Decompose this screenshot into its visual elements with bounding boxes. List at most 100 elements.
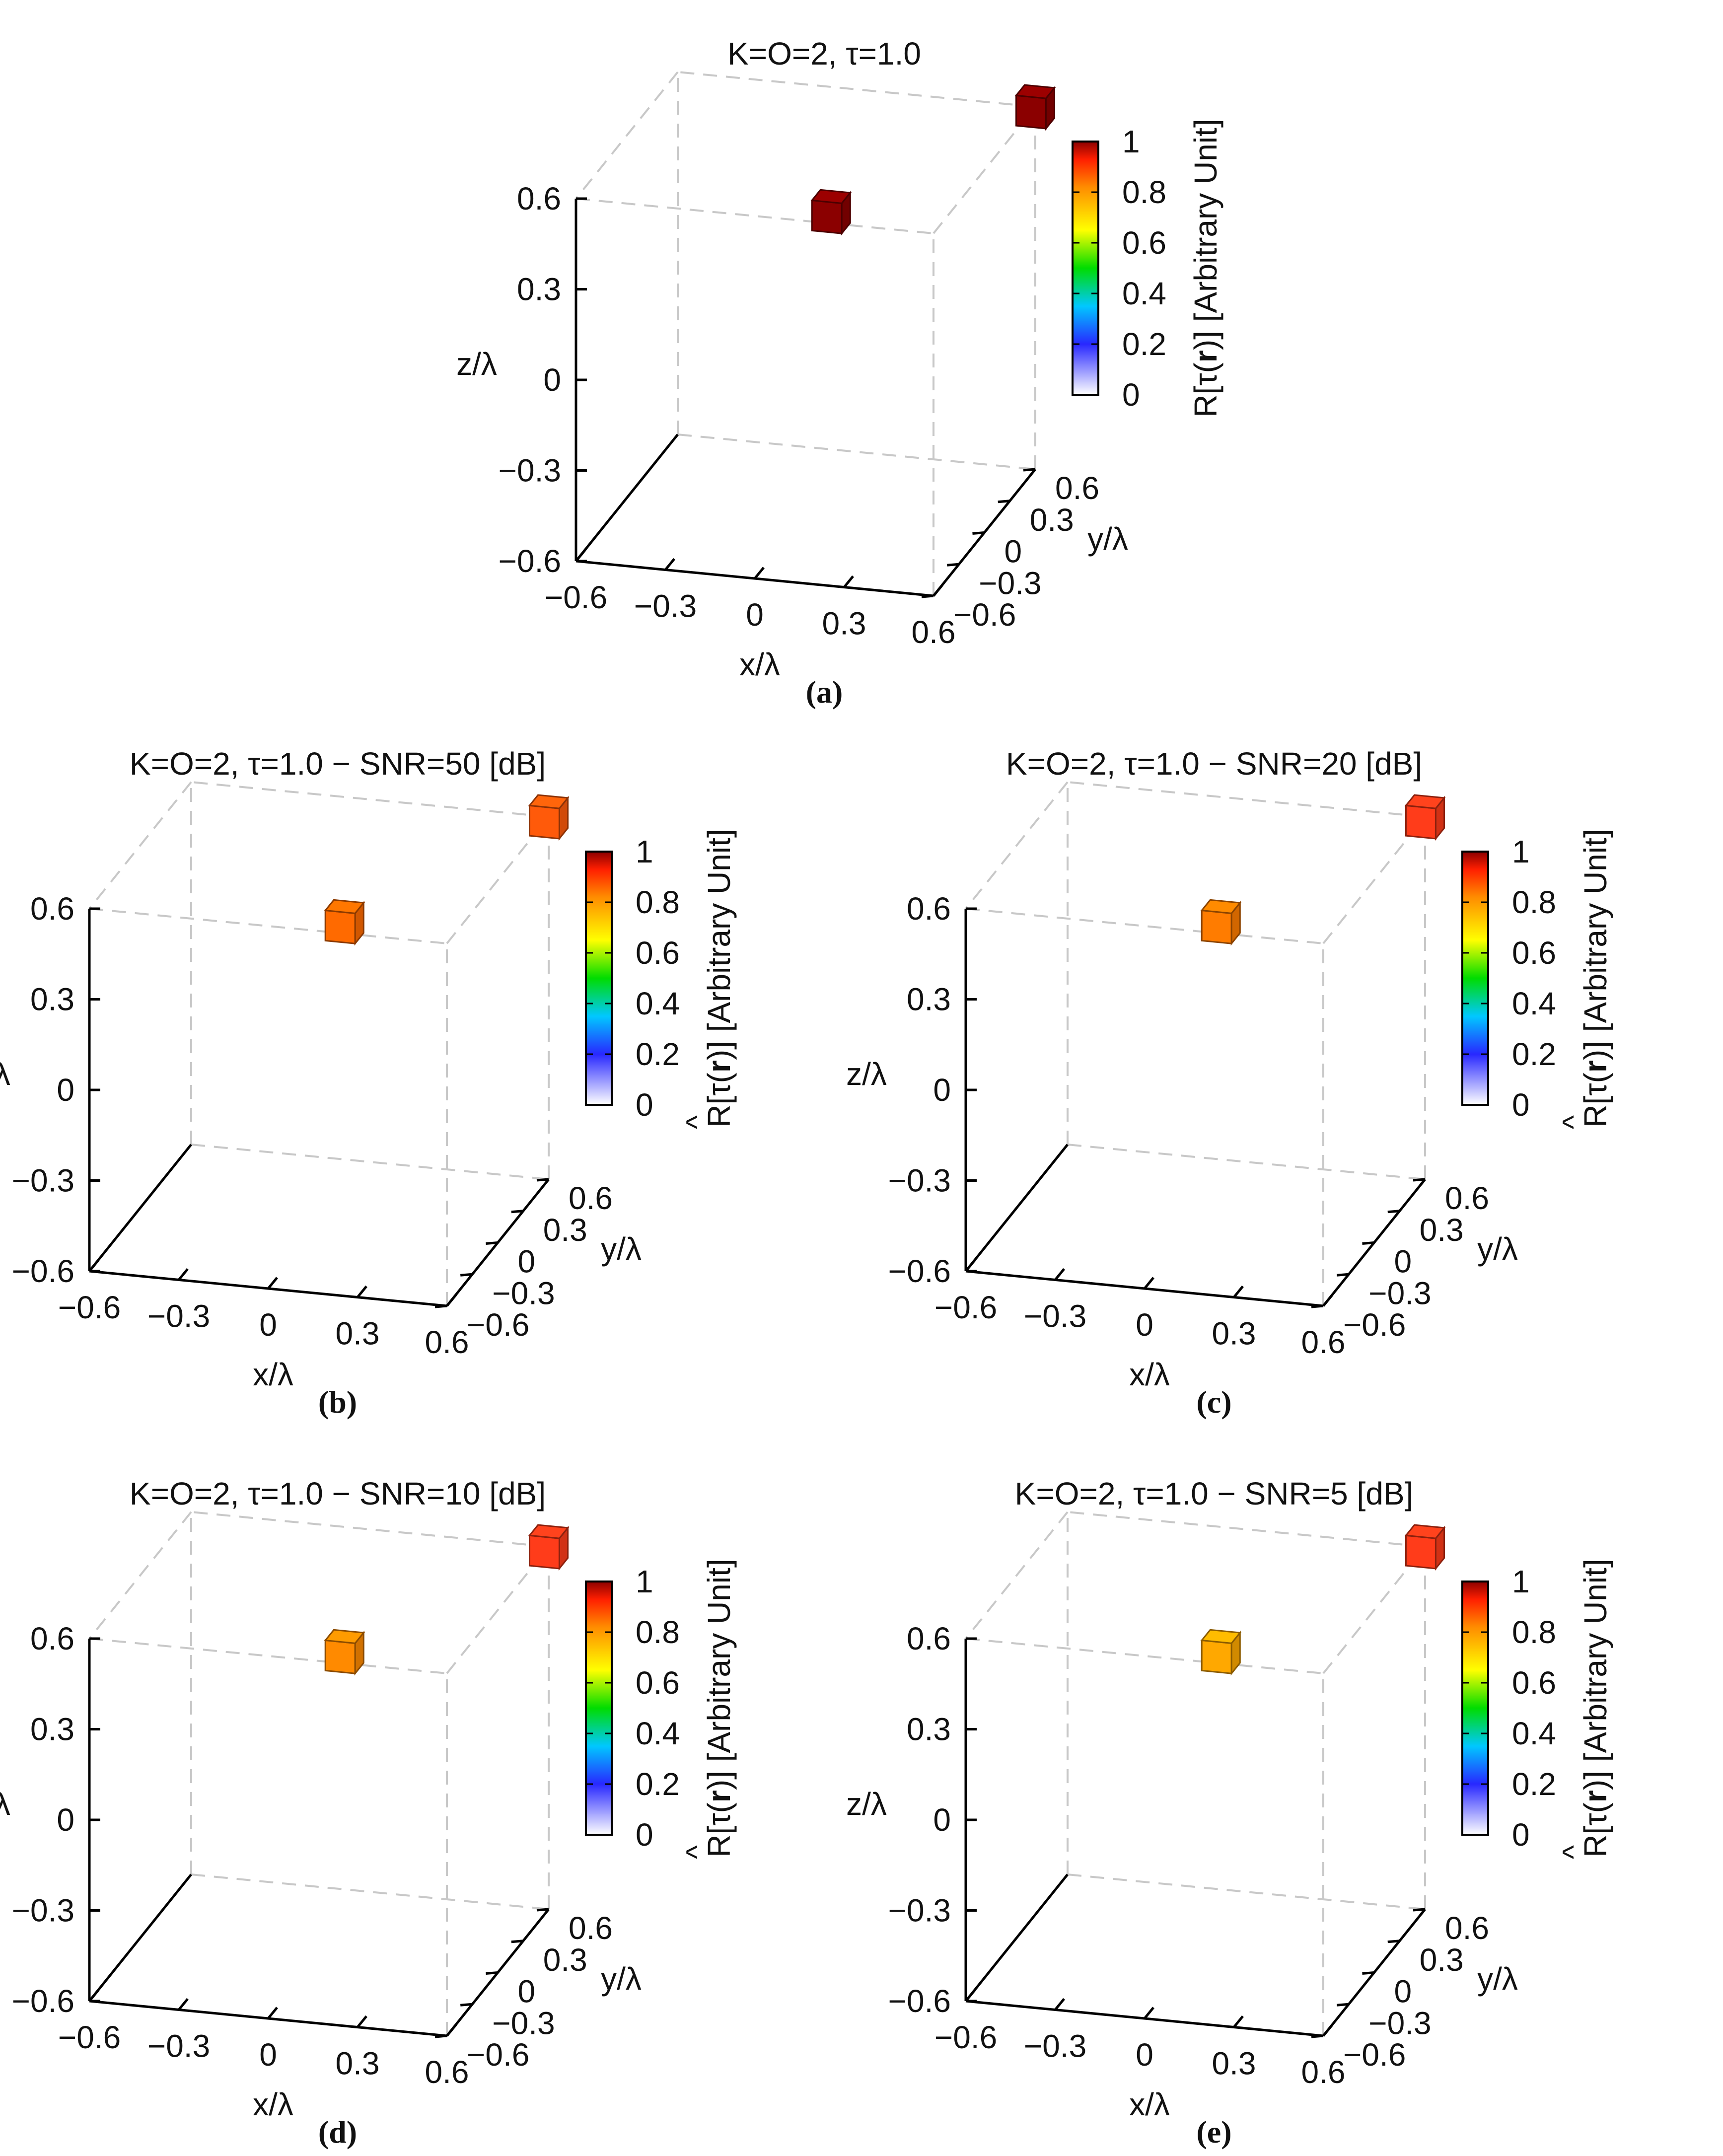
x-tick-label: −0.3	[634, 588, 697, 624]
colorbar-tick-label: 1	[636, 834, 653, 869]
base-edge	[965, 1873, 1069, 2002]
y-tick	[1362, 1241, 1374, 1245]
x-tick-label: −0.6	[58, 2019, 121, 2055]
x-tick-label: 0	[746, 597, 764, 633]
colorbar-tick-label: 0.8	[1512, 884, 1556, 920]
colorbar-tick-label: 0	[636, 1817, 653, 1853]
colorbar-tick-label: 0.4	[636, 986, 680, 1021]
base-edge	[88, 1873, 192, 2002]
x-tick	[1233, 2015, 1244, 2028]
chart-title: K=O=2, τ=1.0 − SNR=10 [dB]	[130, 1476, 546, 1511]
colorbar-hat: ^	[1557, 1115, 1590, 1129]
colorbar-label: R[τ(r)] [Arbitrary Unit]	[701, 829, 737, 1127]
y-tick	[511, 1210, 523, 1214]
z-tick-label: −0.6	[12, 1253, 74, 1289]
colorbar	[1461, 1581, 1489, 1836]
z-tick-label: −0.3	[12, 1893, 74, 1929]
grid-edge	[191, 1144, 549, 1180]
colorbar-label-prefix: R[τ(	[1578, 1802, 1613, 1858]
x-tick	[88, 1989, 99, 2002]
z-tick-label: 0.3	[30, 982, 74, 1017]
colorbar	[585, 851, 613, 1106]
colorbar-tick-label: 0.6	[1512, 935, 1556, 971]
chart-title: K=O=2, τ=1.0 − SNR=50 [dB]	[130, 746, 546, 782]
x-tick	[357, 2015, 367, 2028]
x-tick-label: 0	[1136, 2037, 1153, 2073]
chart-panel-b: K=O=2, τ=1.0 − SNR=50 [dB] −0.6 −0.3 0 0.3 0.…	[0, 746, 737, 1420]
y-tick	[947, 563, 959, 567]
z-tick-label: 0	[933, 1802, 951, 1838]
y-tick-label: 0	[1394, 1974, 1412, 2010]
colorbar-label-bold: r	[1578, 1790, 1613, 1802]
colorbar-label: R[τ(r)] [Arbitrary Unit]	[1578, 829, 1613, 1127]
y-tick	[1337, 2003, 1349, 2007]
colorbar-label-bold: r	[1188, 350, 1223, 362]
y-tick-label: −0.6	[953, 597, 1016, 633]
colorbar-tick-label: 0.8	[1512, 1614, 1556, 1650]
x-tick	[357, 1285, 367, 1298]
grid-edge	[191, 1511, 549, 1548]
grid-edge	[933, 106, 1036, 234]
grid-edge	[1322, 816, 1426, 944]
grid-edge	[446, 1546, 550, 1674]
x-tick-label: 0	[259, 2037, 277, 2073]
z-tick-label: 0.6	[517, 181, 561, 216]
colorbar-tick-label: 0.8	[1122, 174, 1166, 210]
x-tick-label: 0.6	[425, 2054, 469, 2090]
y-axis-label: y/λ	[1477, 1961, 1518, 1997]
cube-face	[1404, 1524, 1446, 1539]
colorbar-tick-label: 0	[636, 1087, 653, 1123]
colorbar-tick-label: 0.8	[636, 1614, 680, 1650]
x-tick-label: 0.3	[336, 1316, 380, 1352]
z-tick-label: 0.3	[30, 1712, 74, 1747]
colorbar-tick-label: 0.2	[1122, 326, 1166, 362]
colorbar-tick-label: 0.8	[636, 884, 680, 920]
colorbar-label-suffix: )] [Arbitrary Unit]	[1578, 1559, 1613, 1790]
grid-edge	[1322, 1546, 1426, 1674]
base-edge	[575, 433, 679, 562]
colorbar-tick-label: 1	[1512, 1564, 1530, 1599]
cube-face	[324, 1629, 365, 1644]
x-tick	[843, 575, 854, 588]
base-edge	[88, 1144, 192, 1272]
z-tick-label: 0.3	[907, 1712, 951, 1747]
grid-edge	[965, 908, 1324, 944]
colorbar-hat: ^	[680, 1845, 714, 1859]
colorbar-tick-label: 0	[1512, 1817, 1530, 1853]
colorbar-label-prefix: R[τ(	[701, 1802, 737, 1858]
x-tick-label: 0.6	[425, 1324, 469, 1360]
grid-edge	[677, 71, 1036, 108]
x-tick-label: 0	[259, 1307, 277, 1343]
data-point-cube	[528, 794, 570, 841]
cube-face	[811, 199, 843, 234]
base-edge	[965, 1144, 1069, 1272]
x-tick	[446, 2024, 457, 2037]
z-axis-label: z/λ	[456, 346, 497, 382]
cube-face	[1201, 1639, 1232, 1674]
data-point-cube	[324, 1629, 365, 1676]
x-tick-label: 0.3	[1212, 2046, 1256, 2082]
colorbar-tick-label: 0.6	[1512, 1665, 1556, 1701]
data-point-cube	[324, 899, 365, 946]
cube-face	[324, 1639, 356, 1674]
y-tick-label: 0.3	[1420, 1942, 1464, 1978]
y-tick	[1023, 468, 1036, 472]
y-tick	[1413, 1178, 1426, 1182]
panel-caption: (e)	[1196, 2114, 1231, 2150]
data-point-cube	[528, 1524, 570, 1571]
y-tick-label: 0.3	[1030, 502, 1074, 538]
y-tick	[486, 1241, 498, 1245]
grid-edge	[1067, 781, 1426, 818]
x-axis-label: x/λ	[1129, 1357, 1170, 1392]
y-tick-label: −0.3	[492, 1275, 555, 1311]
colorbar-tick-label: 0	[1122, 377, 1140, 413]
z-axis-label: z/λ	[846, 1786, 887, 1822]
x-tick	[575, 549, 586, 562]
y-tick-label: 0	[1005, 534, 1022, 570]
colorbar-label-suffix: )] [Arbitrary Unit]	[701, 829, 737, 1060]
z-axis-label: z/λ	[0, 1786, 10, 1822]
panel-caption: (a)	[806, 674, 843, 710]
colorbar-label: R[τ(r)] [Arbitrary Unit]	[701, 1559, 737, 1857]
x-axis-label: x/λ	[1129, 2086, 1170, 2122]
x-tick	[1054, 1268, 1065, 1281]
